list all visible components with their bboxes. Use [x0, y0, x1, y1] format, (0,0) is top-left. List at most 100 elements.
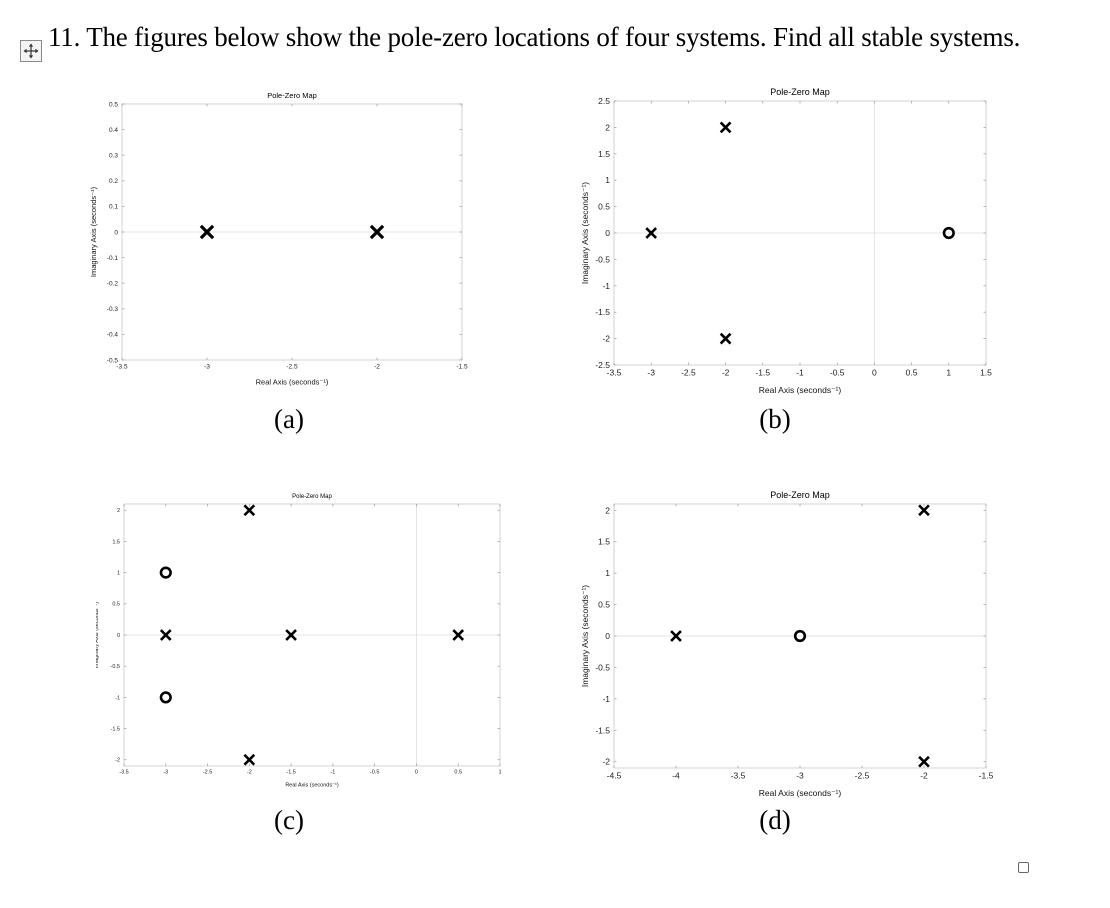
y-tick-label: -1: [602, 694, 610, 704]
y-tick-label: -1.5: [595, 725, 610, 735]
x-tick-label: 1.5: [980, 368, 992, 378]
x-tick-label: -2: [722, 368, 730, 378]
y-tick-label: 0: [114, 229, 118, 236]
pole-marker: [452, 629, 465, 641]
plot-b: Pole-Zero Map -3.5 -3 -2.5 -2 -1.5 -1 -0.5 0 0.5 1…: [580, 87, 992, 395]
x-tick-label: -3.5: [731, 771, 746, 781]
pole-marker: [243, 753, 256, 766]
y-tick-label: -2.5: [595, 360, 610, 370]
x-tick-label: 0.5: [906, 368, 918, 378]
pole-marker: [285, 629, 297, 641]
zero-marker: [942, 226, 955, 240]
y-tick-label: 1: [605, 568, 610, 578]
x-tick-label: -2: [247, 770, 252, 776]
y-tick-label: -0.4: [107, 332, 119, 339]
chart-title: Pole-Zero Map: [770, 87, 830, 97]
x-tick-label: -1.5: [755, 368, 770, 378]
zero-marker: [159, 566, 172, 579]
x-tick-label: -1: [330, 770, 335, 776]
x-tick-label: -1.5: [456, 364, 468, 371]
pole-marker: [369, 224, 385, 240]
y-tick-label: -2: [602, 334, 610, 344]
plot-a: Pole-Zero Map -3.5 -3 -2.5 -2 -1.5 -0.5 -0.4 -0.…: [89, 91, 468, 387]
caption-c: (c): [274, 805, 304, 835]
y-tick-label: -0.5: [107, 357, 119, 364]
zero-marker: [793, 629, 807, 643]
y-tick-label: 1.5: [598, 149, 610, 159]
y-axis-label: Imaginary Axis (seconds⁻¹): [89, 186, 98, 277]
x-axis-label: Real Axis (seconds⁻¹): [759, 385, 842, 395]
x-tick-label: 0: [415, 770, 418, 776]
y-tick-label: -1: [602, 281, 610, 291]
x-tick-label: -2: [374, 364, 380, 371]
x-tick-label: 0.5: [454, 770, 462, 776]
pole-marker: [670, 630, 682, 642]
y-axis-label: Imaginary Axis (seconds⁻¹): [580, 585, 590, 687]
pole-marker: [719, 121, 732, 134]
pole-marker: [159, 629, 172, 641]
y-tick-label: 0: [117, 633, 120, 639]
y-tick-label: 0.1: [109, 204, 118, 211]
x-axis-label: Real Axis (seconds⁻¹): [256, 378, 329, 387]
x-tick-label: -0.5: [370, 770, 379, 776]
x-tick-label: -1.5: [979, 771, 994, 781]
x-tick-label: 1: [498, 770, 501, 776]
caption-a: (a): [274, 404, 304, 434]
pole-marker: [199, 224, 215, 240]
x-tick-label: 1: [946, 368, 951, 378]
chart-title: Pole-Zero Map: [267, 91, 317, 100]
y-tick-label: 0.4: [109, 127, 118, 134]
y-tick-label: -0.2: [107, 280, 119, 287]
y-tick-label: 1.5: [112, 539, 120, 545]
pole-marker: [243, 504, 256, 517]
x-axis-label: Real Axis (seconds⁻¹): [759, 788, 842, 798]
y-tick-label: -0.1: [107, 255, 119, 262]
y-tick-label: 0.5: [598, 600, 610, 610]
y-tick-label: 0.5: [109, 101, 118, 108]
y-tick-label: 0: [605, 631, 610, 641]
checkbox-square-icon[interactable]: [1018, 862, 1029, 873]
x-tick-label: -4: [672, 771, 680, 781]
x-tick-label: -2.5: [286, 364, 298, 371]
y-tick-label: -0.3: [107, 306, 119, 313]
x-tick-label: -4.5: [607, 771, 622, 781]
chart-title: Pole-Zero Map: [292, 494, 332, 500]
pole-marker: [918, 755, 930, 768]
x-tick-label: -2.5: [681, 368, 696, 378]
x-tick-label: -2: [920, 771, 928, 781]
pole-marker: [719, 332, 732, 345]
chart-title: Pole-Zero Map: [770, 490, 830, 500]
x-tick-label: -3.5: [119, 770, 128, 776]
y-axis-label: Imaginary Axis (seconds⁻¹): [580, 182, 590, 284]
y-tick-label: -1.5: [595, 307, 610, 317]
x-tick-label: 0: [872, 368, 877, 378]
x-tick-label: -3: [647, 368, 655, 378]
y-tick-label: 1: [117, 571, 120, 577]
pole-marker: [645, 227, 658, 239]
y-tick-label: 2: [605, 122, 610, 132]
x-tick-label: -1: [796, 368, 804, 378]
x-tick-label: -3: [204, 364, 210, 371]
y-tick-label: -0.5: [595, 254, 610, 264]
x-tick-label: -3.5: [116, 364, 128, 371]
move-arrows-icon: [23, 43, 39, 59]
x-axis-label: Real Axis (seconds⁻¹): [285, 782, 339, 788]
y-tick-label: -2: [115, 758, 120, 764]
y-tick-label: -2: [602, 757, 610, 767]
pole-marker: [918, 504, 930, 517]
y-tick-label: 0.5: [598, 202, 610, 212]
x-tick-label: -2.5: [203, 770, 212, 776]
move-handle[interactable]: [20, 40, 42, 62]
y-tick-label: -1.5: [111, 726, 120, 732]
y-tick-label: 0.3: [109, 152, 118, 159]
y-tick-label: 0.5: [112, 602, 120, 608]
y-tick-label: 1: [605, 175, 610, 185]
caption-d: (d): [759, 805, 791, 835]
x-tick-label: -3: [163, 770, 168, 776]
plot-c: Pole-Zero Map -3.5 -3 -2.5 -2 -1.5 -1 -0.5 0 0.5 1…: [96, 494, 502, 788]
y-axis-label: Imaginary Axis (seconds⁻¹): [96, 602, 100, 668]
x-tick-label: -0.5: [830, 368, 845, 378]
y-tick-label: -0.5: [595, 662, 610, 672]
x-tick-label: -2.5: [855, 771, 870, 781]
caption-b: (b): [759, 404, 791, 434]
